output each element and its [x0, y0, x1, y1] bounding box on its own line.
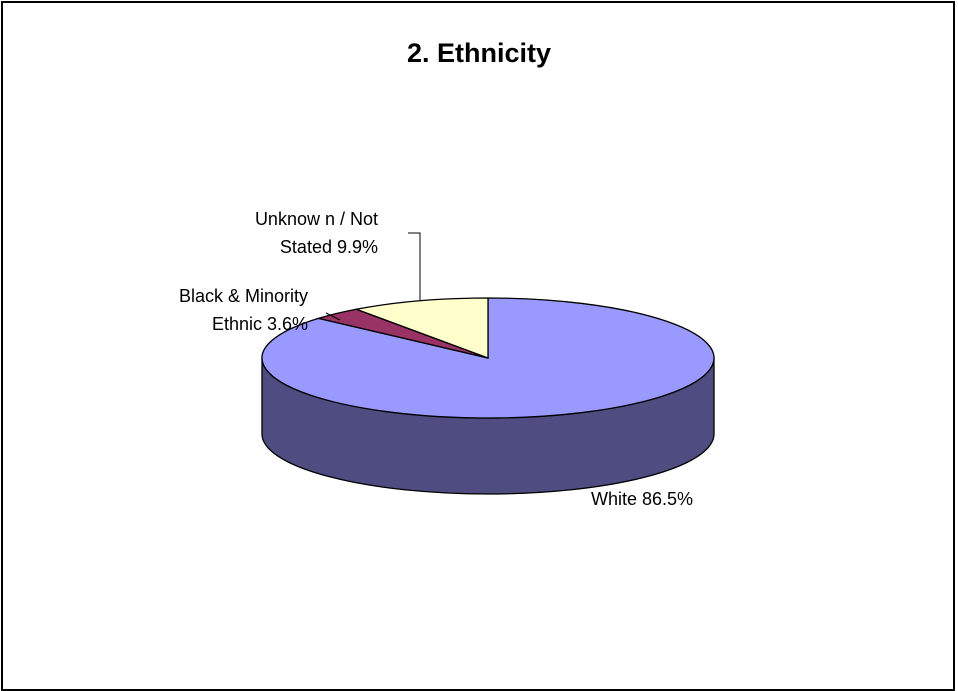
chart-title: 2. Ethnicity — [406, 38, 552, 68]
data-label-bme-line2: Ethnic 3.6% — [211, 314, 308, 334]
pie-top-layer — [261, 297, 715, 419]
data-label-bme: Black & Minority Ethnic 3.6% — [179, 282, 308, 338]
pie-slice-unknow-n-not-stated — [353, 297, 489, 359]
data-label-bme-line1: Black & Minority — [178, 286, 308, 306]
leader-lines — [325, 232, 421, 321]
data-label-unknown-line2: Stated 9.9% — [279, 237, 378, 257]
data-label-white-line1: White 86.5% — [591, 489, 694, 509]
data-label-unknown-line1: Unknow n / Not — [254, 209, 378, 229]
leader-line-unknown — [408, 232, 421, 300]
data-label-unknown: Unknow n / Not Stated 9.9% — [255, 205, 378, 261]
leader-line-bme — [325, 312, 341, 321]
data-label-white: White 86.5% — [591, 485, 693, 513]
